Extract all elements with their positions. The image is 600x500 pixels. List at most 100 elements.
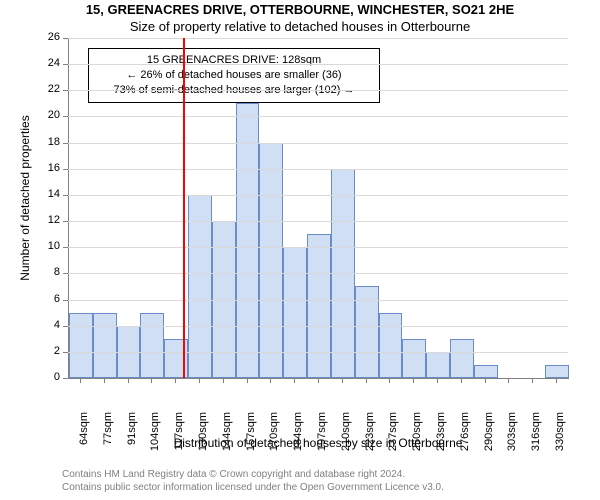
histogram-bar xyxy=(259,143,283,378)
chart-title: 15, GREENACRES DRIVE, OTTERBOURNE, WINCH… xyxy=(0,2,600,17)
histogram-bar xyxy=(402,339,426,378)
y-gridline xyxy=(68,221,568,222)
y-tick-label: 12 xyxy=(38,214,60,226)
y-tick-label: 24 xyxy=(38,57,60,69)
y-gridline xyxy=(68,116,568,117)
histogram-bar xyxy=(307,234,331,378)
y-tick xyxy=(63,195,68,196)
x-tick-label: 157sqm xyxy=(245,412,257,462)
histogram-bar xyxy=(69,313,93,378)
x-tick-label: 316sqm xyxy=(530,412,542,462)
x-tick xyxy=(389,378,390,383)
y-tick-label: 18 xyxy=(38,136,60,148)
y-tick xyxy=(63,90,68,91)
x-tick xyxy=(80,378,81,383)
histogram-bar xyxy=(140,313,164,378)
x-tick xyxy=(437,378,438,383)
y-tick xyxy=(63,38,68,39)
reference-line xyxy=(183,38,185,378)
x-tick xyxy=(556,378,557,383)
x-tick-label: 104sqm xyxy=(149,412,161,462)
x-tick xyxy=(270,378,271,383)
histogram-bar xyxy=(188,195,212,378)
infobox-line2: ← 26% of detached houses are smaller (36… xyxy=(95,68,373,83)
x-tick-label: 144sqm xyxy=(221,412,233,462)
y-tick-label: 22 xyxy=(38,83,60,95)
y-tick-label: 26 xyxy=(38,31,60,43)
x-tick-label: 303sqm xyxy=(506,412,518,462)
histogram-bar xyxy=(474,365,498,378)
x-tick xyxy=(366,378,367,383)
y-tick-label: 4 xyxy=(38,319,60,331)
histogram-bar xyxy=(450,339,474,378)
x-tick xyxy=(223,378,224,383)
x-tick xyxy=(532,378,533,383)
x-tick xyxy=(461,378,462,383)
y-gridline xyxy=(68,326,568,327)
histogram-bar xyxy=(545,365,569,378)
info-annotation-box: 15 GREENACRES DRIVE: 128sqm ← 26% of det… xyxy=(88,48,380,103)
y-tick xyxy=(63,247,68,248)
histogram-bar xyxy=(283,247,307,378)
y-tick xyxy=(63,352,68,353)
x-tick-label: 170sqm xyxy=(268,412,280,462)
x-tick xyxy=(199,378,200,383)
x-tick-label: 64sqm xyxy=(78,412,90,462)
y-tick-label: 20 xyxy=(38,109,60,121)
footer-line2: Contains public sector information licen… xyxy=(62,481,444,494)
y-gridline xyxy=(68,195,568,196)
y-tick xyxy=(63,221,68,222)
x-tick-label: 184sqm xyxy=(292,412,304,462)
x-tick xyxy=(318,378,319,383)
y-gridline xyxy=(68,247,568,248)
x-tick-label: 263sqm xyxy=(435,412,447,462)
y-tick-label: 6 xyxy=(38,293,60,305)
y-gridline xyxy=(68,300,568,301)
y-tick-label: 14 xyxy=(38,188,60,200)
footer-line1: Contains HM Land Registry data © Crown c… xyxy=(62,468,444,481)
histogram-bar xyxy=(93,313,117,378)
histogram-bar xyxy=(236,103,260,378)
x-tick xyxy=(342,378,343,383)
x-tick xyxy=(128,378,129,383)
x-tick-label: 91sqm xyxy=(126,412,138,462)
y-tick-label: 0 xyxy=(38,371,60,383)
y-tick xyxy=(63,116,68,117)
y-gridline xyxy=(68,352,568,353)
x-tick xyxy=(294,378,295,383)
y-tick-label: 10 xyxy=(38,240,60,252)
histogram-bar xyxy=(379,313,403,378)
x-tick-label: 223sqm xyxy=(364,412,376,462)
x-tick-label: 290sqm xyxy=(483,412,495,462)
footer-attribution: Contains HM Land Registry data © Crown c… xyxy=(62,468,444,494)
y-axis-label: Number of detached properties xyxy=(18,98,32,298)
y-gridline xyxy=(68,38,568,39)
x-tick-label: 250sqm xyxy=(411,412,423,462)
x-tick-label: 77sqm xyxy=(102,412,114,462)
x-tick xyxy=(508,378,509,383)
y-tick-label: 8 xyxy=(38,266,60,278)
x-tick-label: 130sqm xyxy=(197,412,209,462)
infobox-line1: 15 GREENACRES DRIVE: 128sqm xyxy=(95,53,373,68)
x-tick xyxy=(485,378,486,383)
x-tick xyxy=(247,378,248,383)
y-tick xyxy=(63,326,68,327)
x-tick xyxy=(175,378,176,383)
histogram-bar xyxy=(426,352,450,378)
y-tick xyxy=(63,64,68,65)
x-tick-label: 330sqm xyxy=(554,412,566,462)
x-tick-label: 117sqm xyxy=(173,412,185,462)
y-tick xyxy=(63,273,68,274)
x-tick-label: 276sqm xyxy=(459,412,471,462)
y-tick-label: 16 xyxy=(38,162,60,174)
y-gridline xyxy=(68,169,568,170)
x-tick xyxy=(151,378,152,383)
y-gridline xyxy=(68,273,568,274)
chart-container: { "title_main": "15, GREENACRES DRIVE, O… xyxy=(0,0,600,500)
x-tick-label: 237sqm xyxy=(387,412,399,462)
x-tick xyxy=(104,378,105,383)
x-tick-label: 197sqm xyxy=(316,412,328,462)
y-gridline xyxy=(68,90,568,91)
y-tick-label: 2 xyxy=(38,345,60,357)
y-tick xyxy=(63,169,68,170)
